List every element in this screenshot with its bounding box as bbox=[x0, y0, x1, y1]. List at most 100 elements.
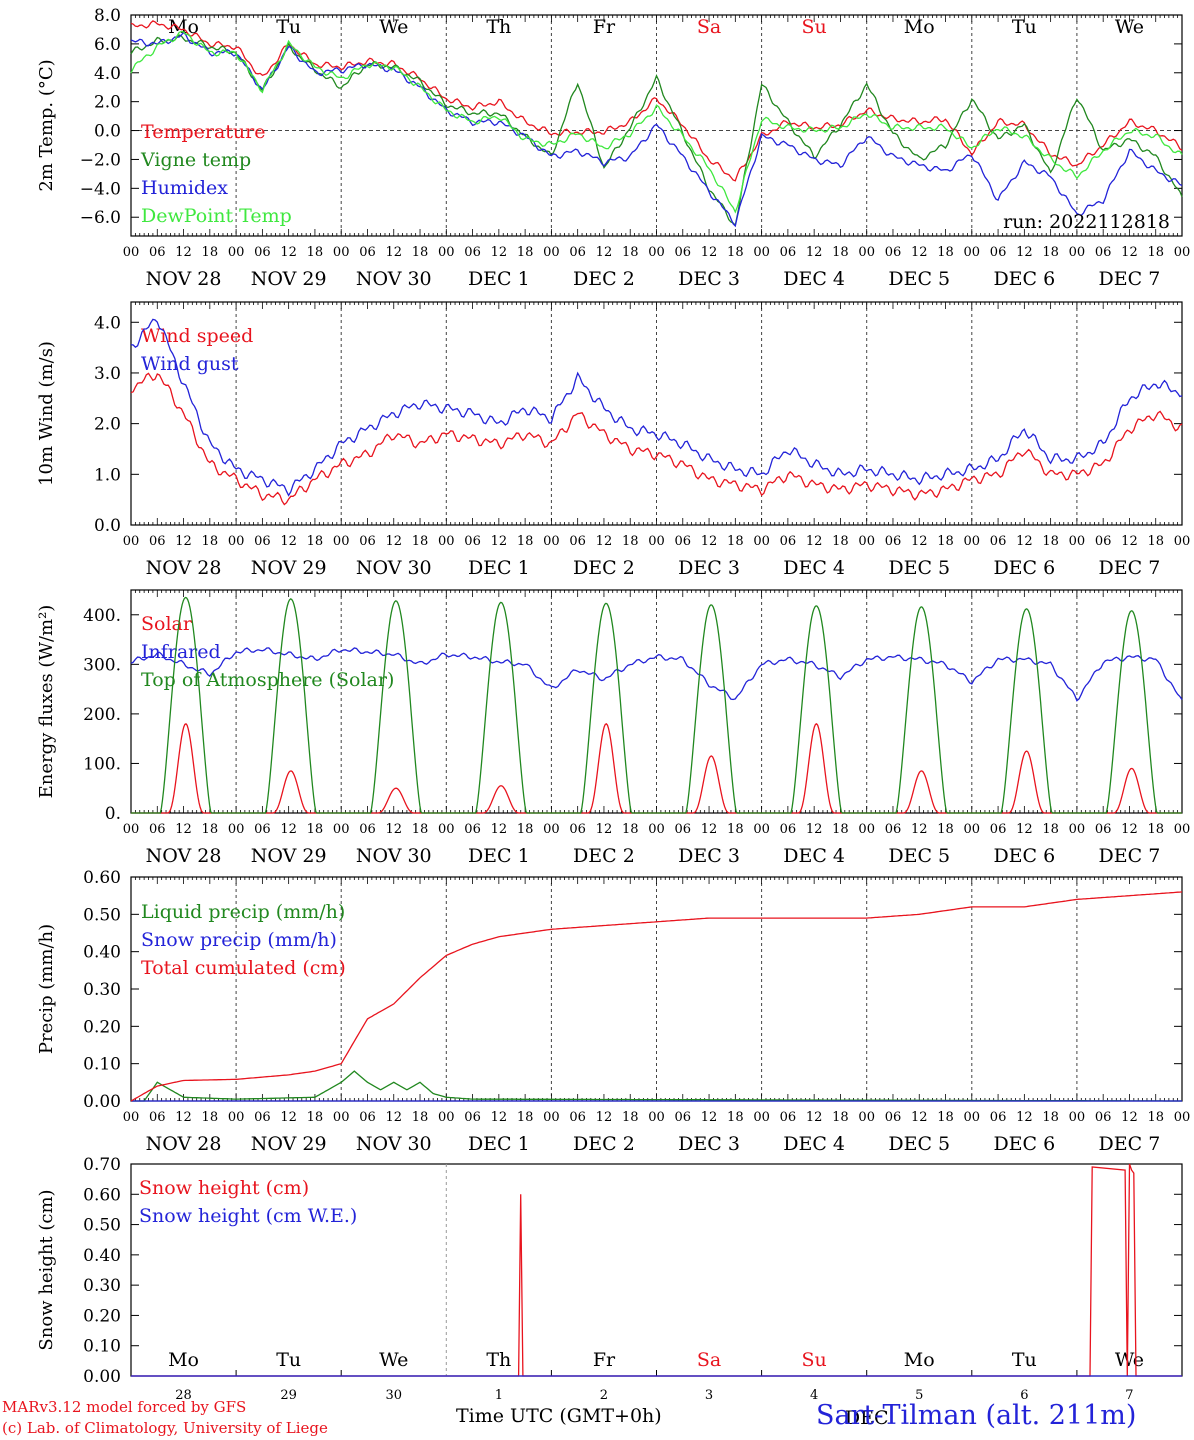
hour-label: 12 bbox=[701, 1110, 718, 1125]
hour-label: 00 bbox=[964, 534, 981, 549]
hour-label: 12 bbox=[911, 822, 928, 837]
date-label: DEC 1 bbox=[468, 845, 530, 867]
hour-label: 12 bbox=[491, 822, 508, 837]
hour-label: 06 bbox=[780, 1110, 797, 1125]
hour-label: 00 bbox=[753, 822, 770, 837]
series-line bbox=[130, 647, 1183, 702]
hour-label: 12 bbox=[491, 534, 508, 549]
hour-label: 12 bbox=[806, 822, 823, 837]
hour-label: 12 bbox=[596, 245, 613, 260]
hour-label: 06 bbox=[780, 822, 797, 837]
hour-label: 18 bbox=[517, 1110, 534, 1125]
date-label: NOV 29 bbox=[251, 845, 327, 867]
hour-label: 00 bbox=[1069, 822, 1086, 837]
date-label: DEC 3 bbox=[678, 845, 740, 867]
hour-label: 00 bbox=[438, 534, 455, 549]
hour-label: 06 bbox=[990, 245, 1007, 260]
date-label: DEC 2 bbox=[573, 1133, 635, 1155]
legend-entry: Solar bbox=[141, 613, 193, 635]
date-label: NOV 28 bbox=[146, 1133, 222, 1155]
hour-label: 12 bbox=[1016, 1110, 1033, 1125]
day-name: We bbox=[1115, 16, 1144, 38]
hour-label: 18 bbox=[202, 534, 219, 549]
y-tick-label: 8.0 bbox=[94, 6, 121, 26]
dec-label: DEC bbox=[845, 1407, 889, 1429]
hour-label: 06 bbox=[254, 1110, 271, 1125]
day-name: Mo bbox=[904, 1349, 935, 1371]
y-tick-label: 0.0 bbox=[94, 516, 121, 536]
hour-label: 00 bbox=[543, 1110, 560, 1125]
hour-label: 12 bbox=[1121, 822, 1138, 837]
hour-label: 00 bbox=[1174, 822, 1191, 837]
hour-label: 18 bbox=[622, 822, 639, 837]
legend-entry: Wind gust bbox=[141, 353, 239, 375]
y-tick-label: 0.10 bbox=[83, 1337, 121, 1357]
day-name: Th bbox=[486, 16, 511, 38]
date-label: NOV 30 bbox=[356, 1133, 432, 1155]
legend-entry: Top of Atmosphere (Solar) bbox=[141, 669, 394, 691]
hour-label: 00 bbox=[1174, 1110, 1191, 1125]
hour-label: 18 bbox=[1042, 245, 1059, 260]
hour-label: 18 bbox=[517, 245, 534, 260]
day-name: Mo bbox=[904, 16, 935, 38]
hour-label: 18 bbox=[517, 822, 534, 837]
hour-label: 18 bbox=[1147, 1110, 1164, 1125]
y-tick-label: 0.60 bbox=[83, 868, 121, 888]
date-label: NOV 29 bbox=[251, 1133, 327, 1155]
hour-label: 18 bbox=[937, 534, 954, 549]
date-label: NOV 28 bbox=[146, 845, 222, 867]
hour-label: 00 bbox=[333, 1110, 350, 1125]
hour-label: 06 bbox=[149, 822, 166, 837]
legend-entry: Temperature bbox=[141, 121, 265, 143]
hour-label: 06 bbox=[464, 534, 481, 549]
hour-label: 18 bbox=[832, 534, 849, 549]
date-label: DEC 1 bbox=[468, 268, 530, 290]
series-line bbox=[130, 30, 1183, 214]
hour-label: 12 bbox=[280, 534, 297, 549]
hour-label: 06 bbox=[359, 1110, 376, 1125]
date-label: DEC 4 bbox=[783, 845, 845, 867]
hour-label: 00 bbox=[543, 534, 560, 549]
date-label: DEC 5 bbox=[888, 1133, 950, 1155]
day-name: Sa bbox=[697, 1349, 721, 1371]
date-label: DEC 7 bbox=[1099, 1133, 1161, 1155]
day-number: 1 bbox=[495, 1388, 503, 1403]
hour-label: 18 bbox=[307, 1110, 324, 1125]
hour-label: 12 bbox=[1121, 1110, 1138, 1125]
y-tick-label: 2.0 bbox=[94, 93, 121, 113]
hour-label: 18 bbox=[202, 245, 219, 260]
footer-credit: (c) Lab. of Climatology, University of L… bbox=[2, 1419, 328, 1437]
hour-label: 12 bbox=[175, 534, 192, 549]
series-line bbox=[131, 596, 1182, 814]
hour-label: 00 bbox=[438, 245, 455, 260]
hour-label: 06 bbox=[569, 534, 586, 549]
day-number: 3 bbox=[705, 1388, 713, 1403]
hour-label: 18 bbox=[412, 245, 429, 260]
hour-label: 12 bbox=[701, 245, 718, 260]
hour-label: 00 bbox=[648, 822, 665, 837]
y-tick-label: 2.0 bbox=[94, 415, 121, 435]
y-tick-label: 0.40 bbox=[83, 943, 121, 963]
hour-label: 06 bbox=[359, 822, 376, 837]
date-label: DEC 5 bbox=[888, 557, 950, 579]
date-label: NOV 30 bbox=[356, 268, 432, 290]
legend-entry: Humidex bbox=[141, 177, 228, 199]
hour-label: 18 bbox=[832, 822, 849, 837]
y-tick-label: 0.00 bbox=[83, 1092, 121, 1112]
hour-label: 12 bbox=[1016, 822, 1033, 837]
hour-label: 00 bbox=[1069, 245, 1086, 260]
legend-entry: Infrared bbox=[141, 641, 221, 663]
hour-label: 12 bbox=[280, 245, 297, 260]
hour-label: 12 bbox=[596, 822, 613, 837]
y-tick-label: 0.70 bbox=[83, 1155, 121, 1175]
y-tick-label: 4.0 bbox=[94, 313, 121, 333]
hour-label: 06 bbox=[885, 534, 902, 549]
hour-label: 06 bbox=[1095, 822, 1112, 837]
hour-label: 06 bbox=[1095, 534, 1112, 549]
day-number: 28 bbox=[175, 1388, 192, 1403]
hour-label: 18 bbox=[307, 822, 324, 837]
y-tick-label: 1.0 bbox=[94, 465, 121, 485]
y-tick-label: 100. bbox=[83, 754, 121, 774]
date-label: DEC 7 bbox=[1099, 845, 1161, 867]
day-name: Su bbox=[802, 1349, 827, 1371]
